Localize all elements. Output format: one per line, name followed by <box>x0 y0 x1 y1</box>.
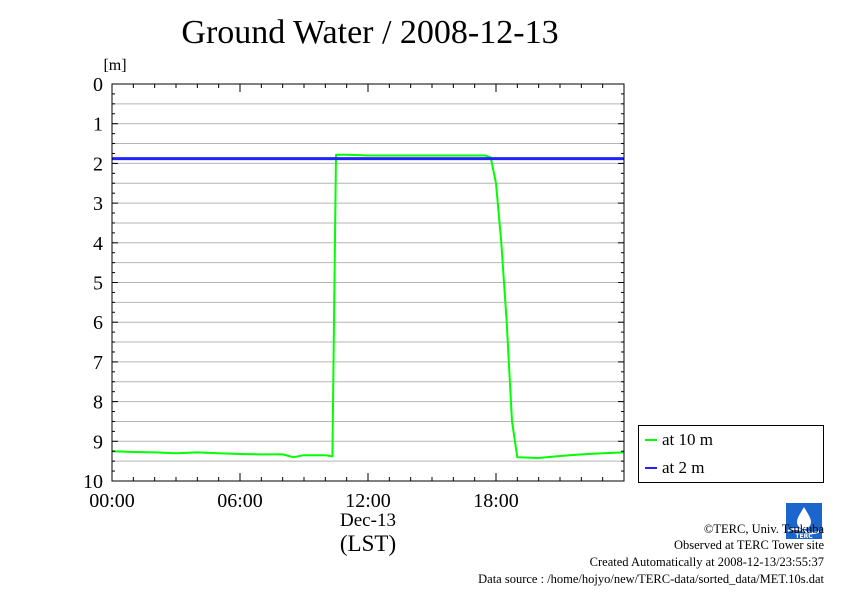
footer-copyright: ©TERC, Univ. Tsukuba <box>703 522 824 536</box>
y-tick-label: 0 <box>93 74 103 96</box>
y-tick-label: 3 <box>93 193 103 215</box>
y-tick-label: 2 <box>93 153 103 175</box>
legend-item-at-10m: at 10 m <box>645 430 713 450</box>
y-tick-label: 8 <box>93 392 103 414</box>
footer-observed: Observed at TERC Tower site <box>673 538 824 552</box>
legend-label-at-2m: at 2 m <box>662 458 705 477</box>
footer-source: Data source : /home/hojyo/new/TERC-data/… <box>478 572 824 586</box>
series-line-at-10m <box>111 153 625 459</box>
svg-text:TERC: TERC <box>795 533 813 539</box>
y-tick-label: 9 <box>93 431 103 453</box>
y-tick-label: 7 <box>93 352 103 374</box>
x-tick-label: 00:00 <box>89 490 135 512</box>
terc-logo-icon: TERC <box>786 503 822 539</box>
chart-title: Ground Water / 2008-12-13 <box>181 14 559 51</box>
y-axis-label: [m] <box>103 57 126 74</box>
legend-swatch-at-10m <box>645 439 657 441</box>
y-tick-label: 4 <box>93 233 103 255</box>
y-tick-label: 5 <box>93 273 103 295</box>
x-tick-label: 18:00 <box>473 490 519 512</box>
legend: at 10 m at 2 m <box>638 425 824 483</box>
footer-created: Created Automatically at 2008-12-13/23:5… <box>589 555 824 569</box>
y-tick-label: 10 <box>83 471 103 493</box>
legend-label-at-10m: at 10 m <box>662 430 713 449</box>
x-date-label: Dec-13 <box>340 510 396 531</box>
x-tick-label: 06:00 <box>217 490 263 512</box>
legend-swatch-at-2m <box>645 467 657 469</box>
y-tick-label: 1 <box>93 114 103 136</box>
x-axis-label: (LST) <box>340 531 396 556</box>
y-tick-label: 6 <box>93 312 103 334</box>
x-tick-label: 12:00 <box>345 490 391 512</box>
legend-item-at-2m: at 2 m <box>645 458 705 478</box>
